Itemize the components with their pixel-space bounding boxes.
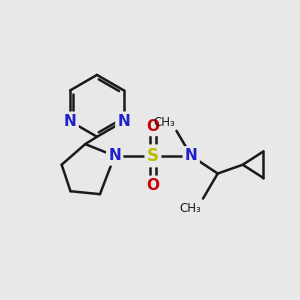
Text: O: O — [146, 178, 159, 193]
Text: CH₃: CH₃ — [180, 202, 202, 214]
Text: N: N — [108, 148, 121, 164]
Text: N: N — [64, 114, 76, 129]
Text: N: N — [117, 114, 130, 129]
Text: N: N — [185, 148, 198, 164]
Text: CH₃: CH₃ — [153, 116, 175, 129]
Text: S: S — [147, 147, 159, 165]
Text: O: O — [146, 119, 159, 134]
